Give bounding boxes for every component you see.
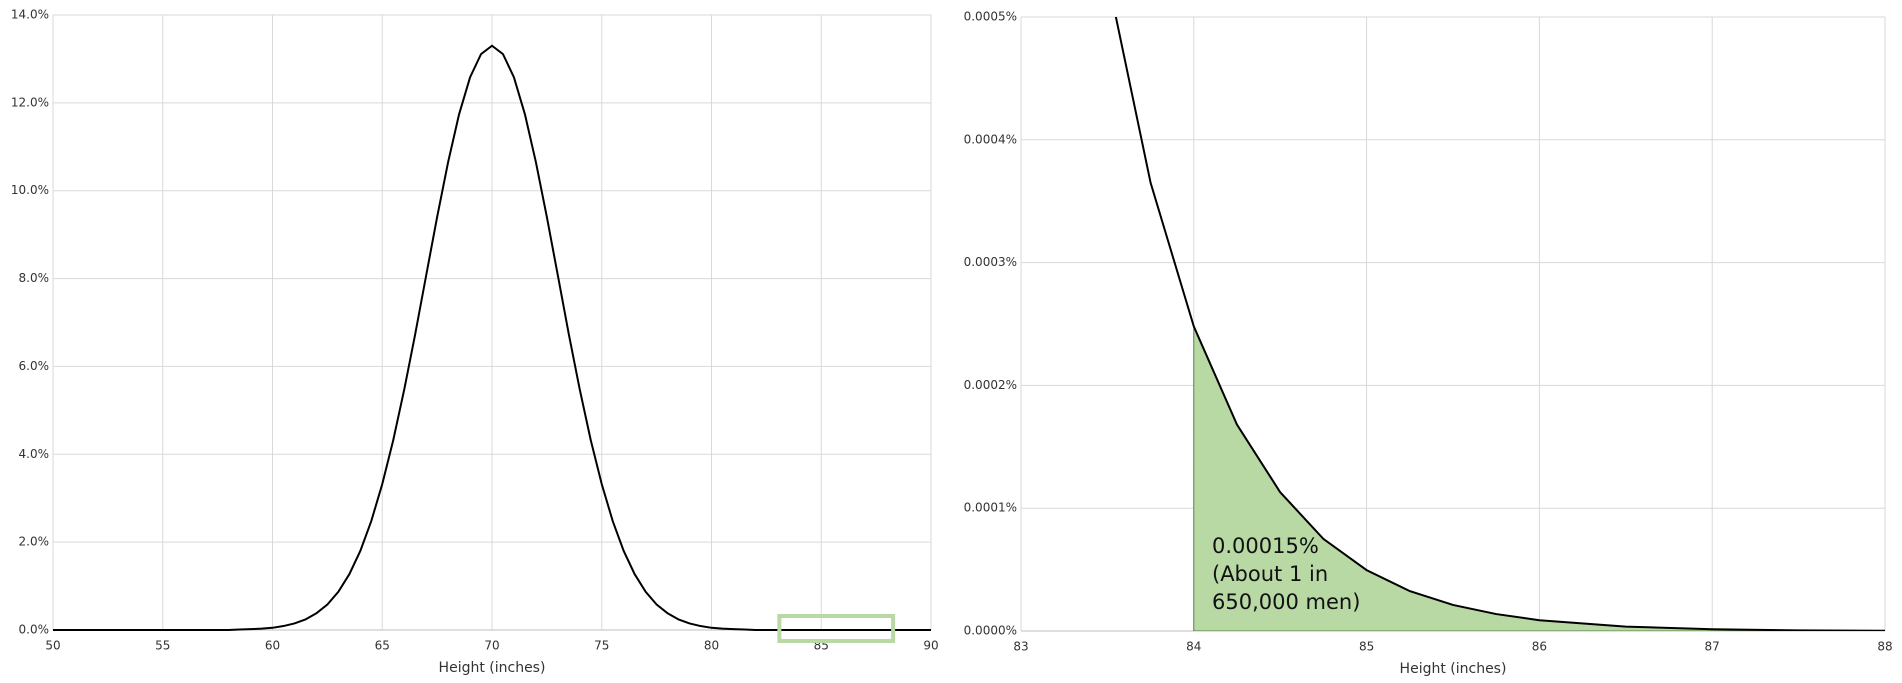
y-tick-label: 12.0%: [11, 95, 49, 109]
annotation: 0.00015%: [1212, 534, 1319, 558]
x-tick-label: 86: [1532, 640, 1547, 654]
x-tick-label: 70: [484, 639, 499, 653]
y-tick-label: 0.0004%: [964, 132, 1017, 146]
y-tick-label: 4.0%: [19, 447, 50, 461]
y-tick-label: 14.0%: [11, 8, 49, 22]
y-tick-label: 8.0%: [19, 271, 50, 285]
y-tick-label: 0.0000%: [964, 624, 1017, 638]
x-tick-label: 90: [923, 639, 938, 653]
x-tick-label: 84: [1186, 640, 1201, 654]
x-tick-label: 55: [155, 639, 170, 653]
y-tick-label: 10.0%: [11, 183, 49, 197]
y-tick-label: 6.0%: [19, 359, 50, 373]
x-tick-label: 83: [1013, 640, 1028, 654]
x-tick-label: 60: [265, 639, 280, 653]
y-tick-label: 0.0002%: [964, 378, 1017, 392]
y-tick-label: 0.0003%: [964, 255, 1017, 269]
y-tick-label: 0.0001%: [964, 501, 1017, 515]
x-tick-label: 50: [45, 639, 60, 653]
x-tick-label: 85: [1359, 640, 1374, 654]
y-tick-label: 0.0%: [19, 623, 50, 637]
annotation: (About 1 in: [1212, 562, 1328, 586]
x-tick-label: 87: [1705, 640, 1720, 654]
annotation: 650,000 men): [1212, 590, 1360, 614]
x-tick-label: 75: [594, 639, 609, 653]
line: [1114, 17, 1885, 631]
y-tick-label: 2.0%: [19, 535, 50, 549]
line: [53, 44, 931, 631]
x-tick-label: 80: [704, 639, 719, 653]
x-axis-title: Height (inches): [1400, 661, 1507, 677]
x-axis-title: Height (inches): [439, 660, 546, 676]
x-tick-label: 65: [375, 639, 390, 653]
y-tick-label: 0.0005%: [964, 10, 1017, 24]
x-tick-label: 88: [1877, 640, 1892, 654]
zoom-box: [777, 614, 896, 643]
